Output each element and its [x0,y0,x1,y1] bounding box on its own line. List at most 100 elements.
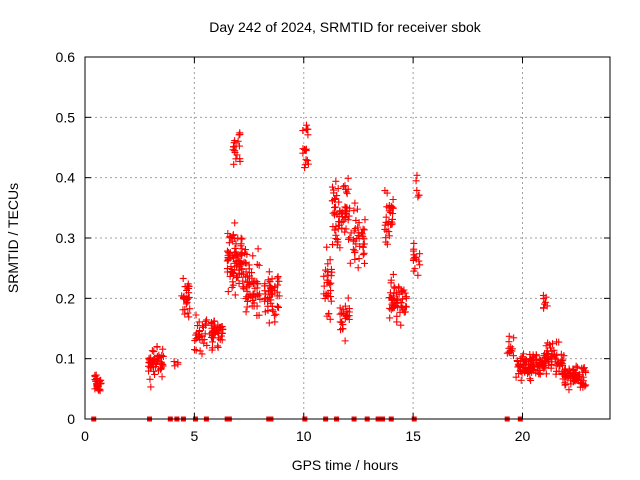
data-point [238,235,246,243]
x-tick-label: 5 [190,428,198,444]
data-point [329,241,337,249]
data-point [231,291,239,299]
data-point [208,331,216,339]
data-point [229,231,237,239]
data-point [192,311,200,319]
data-point [233,151,241,159]
data-point [545,361,553,369]
data-point [540,304,548,312]
data-point [198,336,206,344]
data-point [244,272,252,280]
data-point [383,189,391,197]
data-point [580,364,588,372]
data-point [345,312,353,320]
data-point [304,160,312,168]
data-point [414,271,422,279]
data-point [97,376,105,384]
data-point [91,385,99,393]
data-point [386,208,394,216]
data-point [271,318,279,326]
data-point [397,302,405,310]
data-point [264,276,272,284]
data-point [192,346,200,354]
data-point [242,283,250,291]
data-point [344,294,352,302]
data-point [572,362,580,370]
data-point [341,228,349,236]
data-point [410,251,418,259]
data-point [230,270,238,278]
data-point [229,278,237,286]
data-point [230,143,238,151]
data-point [330,186,338,194]
data-point [416,250,424,258]
data-point [528,360,536,368]
data-point [266,278,274,286]
data-point [181,283,189,291]
data-point [505,332,513,340]
data-point [195,318,203,326]
data-point [265,294,273,302]
data-point [335,198,343,206]
data-point [243,278,251,286]
data-point [231,244,239,252]
data-point [247,292,255,300]
data-point [570,366,578,374]
data-point [324,271,332,279]
data-point [267,285,275,293]
data-point [561,381,569,389]
data-point [396,308,404,316]
data-point [349,245,357,253]
data-point [389,196,397,204]
data-point [350,207,358,215]
data-point [329,209,337,217]
data-point [145,354,153,362]
data-point [393,297,401,305]
data-point [526,367,534,375]
data-point [327,279,335,287]
data-point [241,246,249,254]
y-tick-label: 0.2 [56,290,76,306]
data-point [505,344,513,352]
data-point [413,171,421,179]
data-point [269,307,277,315]
data-point [299,149,307,157]
data-point [351,199,359,207]
data-point [229,281,237,289]
data-point [159,352,167,360]
data-point [301,161,309,169]
data-point [243,287,251,295]
data-point [237,242,245,250]
data-point [146,375,154,383]
data-point [157,365,165,373]
data-point [514,360,522,368]
data-point [387,306,395,314]
data-point [267,299,275,307]
data-point [346,234,354,242]
data-point [211,323,219,331]
data-point [548,351,556,359]
data-point [412,255,420,263]
data-point [223,265,231,273]
data-point [323,243,331,251]
data-point [159,345,167,353]
data-point [344,174,352,182]
data-point [253,260,261,268]
data-point [416,261,424,269]
data-point [231,147,239,155]
data-point [323,268,331,276]
data-point [323,276,331,284]
data-point [235,279,243,287]
data-point [304,125,312,133]
data-point [170,358,178,366]
data-point [351,225,359,233]
data-point [341,182,349,190]
data-point [196,327,204,335]
data-point [191,346,199,354]
data-point [395,283,403,291]
data-point [547,344,555,352]
data-point [339,213,347,221]
data-point [509,352,517,360]
data-point [336,244,344,252]
data-point [274,273,282,281]
